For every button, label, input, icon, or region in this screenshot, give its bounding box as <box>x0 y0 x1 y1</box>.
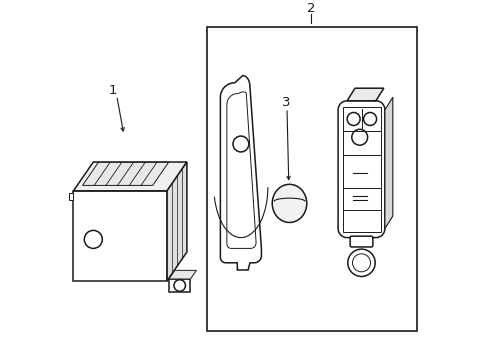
Circle shape <box>352 254 370 272</box>
Circle shape <box>347 249 374 276</box>
Polygon shape <box>73 162 186 191</box>
Text: 1: 1 <box>109 84 117 96</box>
Polygon shape <box>168 270 196 279</box>
Polygon shape <box>82 162 168 185</box>
Polygon shape <box>167 162 186 281</box>
Bar <box>206 27 416 331</box>
Polygon shape <box>69 193 73 200</box>
Polygon shape <box>168 279 190 292</box>
Polygon shape <box>337 101 384 238</box>
Polygon shape <box>220 76 261 270</box>
Polygon shape <box>384 97 392 229</box>
Text: 2: 2 <box>306 3 315 15</box>
Bar <box>343 107 380 232</box>
Ellipse shape <box>272 184 306 222</box>
FancyBboxPatch shape <box>349 236 372 247</box>
Polygon shape <box>346 88 383 101</box>
Polygon shape <box>73 191 167 281</box>
Text: 3: 3 <box>281 96 289 109</box>
